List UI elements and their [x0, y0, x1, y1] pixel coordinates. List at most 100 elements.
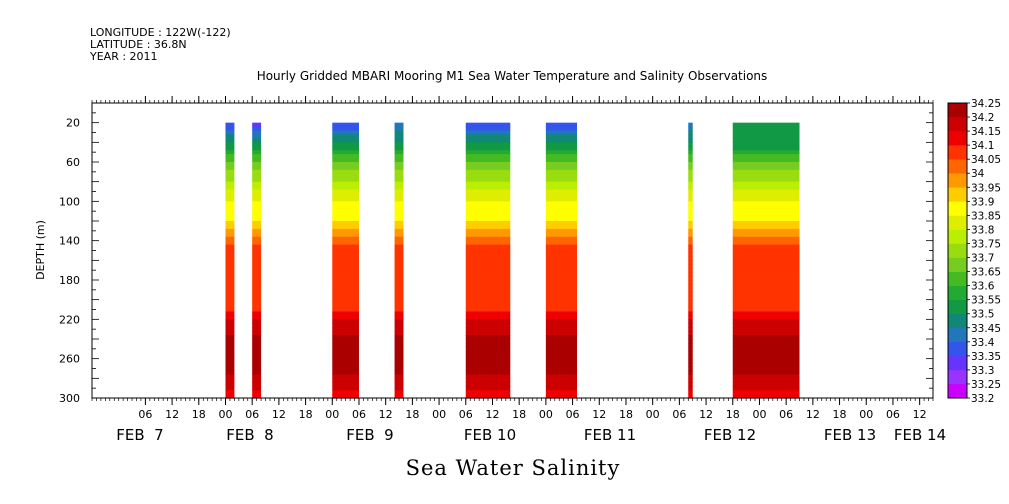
salinity-cell [732, 268, 800, 273]
salinity-cell [688, 382, 693, 387]
salinity-cell [252, 303, 262, 309]
salinity-cell [394, 382, 404, 387]
salinity-cell [688, 362, 693, 368]
salinity-cell [394, 335, 404, 340]
salinity-cell [225, 350, 235, 356]
salinity-cell [465, 287, 511, 293]
salinity-cell [465, 307, 511, 313]
x-tick-label: 12 [592, 408, 606, 421]
salinity-cell [225, 327, 235, 332]
salinity-cell [732, 358, 800, 364]
salinity-cell [465, 126, 511, 132]
salinity-cell [465, 142, 511, 147]
salinity-cell [688, 287, 693, 293]
salinity-cell [332, 350, 359, 356]
salinity-cell [332, 386, 359, 391]
salinity-cell [545, 138, 578, 143]
salinity-cell [225, 122, 235, 128]
y-tick-label: 260 [59, 353, 80, 366]
salinity-cell [688, 244, 693, 250]
salinity-cell [332, 260, 359, 265]
salinity-cell [225, 209, 235, 214]
salinity-cell [688, 248, 693, 254]
salinity-cell [732, 319, 800, 324]
salinity-cell [688, 319, 693, 324]
data-segment [545, 122, 578, 399]
salinity-cell [688, 280, 693, 285]
salinity-cell [225, 232, 235, 238]
data-segment [252, 122, 262, 399]
x-tick-label: 06 [672, 408, 686, 421]
salinity-cell [394, 295, 404, 301]
salinity-cell [225, 272, 235, 277]
salinity-cell [394, 307, 404, 313]
salinity-cell [465, 362, 511, 368]
x-tick-label: 00 [218, 408, 232, 421]
x-tick-label: 00 [859, 408, 873, 421]
salinity-cell [394, 327, 404, 332]
salinity-cell [252, 315, 262, 320]
colorbar-swatch [948, 131, 967, 146]
salinity-cell [688, 327, 693, 332]
colorbar-swatch [948, 117, 967, 132]
salinity-cell [332, 264, 359, 269]
x-tick-label: 06 [459, 408, 473, 421]
salinity-cell [225, 354, 235, 360]
salinity-cell [465, 205, 511, 210]
salinity-cell [545, 354, 578, 360]
salinity-cell [252, 339, 262, 344]
salinity-cell [252, 205, 262, 210]
salinity-cell [688, 146, 693, 151]
salinity-cell [465, 232, 511, 238]
salinity-cell [225, 291, 235, 297]
salinity-cell [688, 264, 693, 269]
y-tick-label: 20 [66, 117, 80, 130]
salinity-cell [545, 323, 578, 328]
salinity-cell [394, 291, 404, 297]
y-tick-label: 300 [59, 392, 80, 405]
salinity-cell [332, 177, 359, 183]
salinity-cell [252, 165, 262, 171]
salinity-cell [732, 323, 800, 328]
salinity-cell [394, 354, 404, 360]
salinity-cell [252, 209, 262, 214]
salinity-cell [732, 224, 800, 230]
salinity-cell [732, 150, 800, 155]
salinity-cell [465, 173, 511, 179]
salinity-cell [332, 339, 359, 344]
salinity-cell [732, 138, 800, 143]
salinity-cell [394, 287, 404, 293]
salinity-cell [394, 299, 404, 305]
salinity-cell [465, 323, 511, 328]
salinity-cell [545, 158, 578, 163]
salinity-cell [332, 240, 359, 246]
x-tick-label: 06 [138, 408, 152, 421]
salinity-cell [688, 185, 693, 191]
salinity-cell [465, 276, 511, 281]
salinity-cell [394, 252, 404, 257]
x-tick-label: 06 [886, 408, 900, 421]
salinity-cell [252, 213, 262, 218]
colorbar: 33.2 33.25 33.3 33.35 33.4 33.45 33.5 33.55 33.6… [947, 98, 1001, 405]
salinity-cell [545, 244, 578, 250]
salinity-cell [252, 370, 262, 375]
salinity-cell [225, 342, 235, 348]
salinity-cell [225, 382, 235, 387]
salinity-cell [225, 248, 235, 254]
colorbar-label: 33.8 [971, 224, 994, 236]
salinity-cell [732, 181, 800, 187]
salinity-cell [225, 224, 235, 230]
salinity-cell [732, 339, 800, 344]
x-tick-label: 18 [405, 408, 419, 421]
salinity-cell [252, 386, 262, 391]
salinity-cell [465, 130, 511, 136]
salinity-cell [465, 327, 511, 332]
salinity-cell [465, 280, 511, 285]
x-tick-label: 12 [379, 408, 393, 421]
salinity-cell [688, 311, 693, 316]
salinity-cell [332, 287, 359, 293]
salinity-cell [688, 303, 693, 309]
day-label: FEB 7 [116, 426, 163, 444]
salinity-cell [225, 185, 235, 191]
salinity-cell [465, 256, 511, 261]
